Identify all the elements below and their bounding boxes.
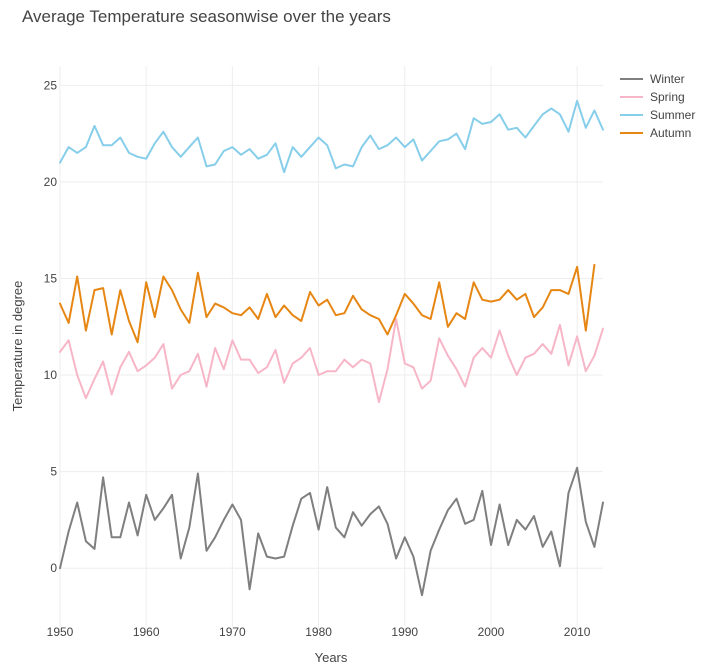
legend-label-spring: Spring bbox=[650, 90, 685, 104]
y-tick-label: 20 bbox=[44, 175, 58, 189]
x-tick-label: 1980 bbox=[305, 625, 332, 639]
grid bbox=[59, 66, 603, 630]
chart-title: Average Temperature seasonwise over the … bbox=[22, 7, 391, 26]
x-axis-ticks: 1950 1960 1970 1980 1990 2000 2010 bbox=[47, 625, 591, 639]
legend-label-summer: Summer bbox=[650, 108, 695, 122]
legend-label-winter: Winter bbox=[650, 72, 685, 86]
y-tick-label: 0 bbox=[50, 561, 57, 575]
y-axis-ticks: 0 5 10 15 20 25 bbox=[44, 78, 58, 575]
series-line-summer bbox=[59, 99, 604, 174]
series-line-winter bbox=[59, 466, 604, 597]
series-line-spring bbox=[59, 318, 604, 404]
x-tick-label: 1970 bbox=[219, 625, 246, 639]
x-axis-title: Years bbox=[315, 650, 348, 665]
y-tick-label: 25 bbox=[44, 78, 58, 92]
series-line-autumn bbox=[59, 263, 596, 344]
x-tick-label: 2000 bbox=[478, 625, 505, 639]
series-lines bbox=[59, 99, 604, 597]
y-tick-label: 5 bbox=[50, 465, 57, 479]
y-axis-title: Temperature in degree bbox=[10, 281, 25, 412]
y-tick-label: 10 bbox=[44, 368, 58, 382]
x-tick-label: 1990 bbox=[391, 625, 418, 639]
legend-label-autumn: Autumn bbox=[650, 126, 691, 140]
x-tick-label: 2010 bbox=[564, 625, 591, 639]
x-tick-label: 1950 bbox=[47, 625, 74, 639]
y-tick-label: 15 bbox=[44, 271, 58, 285]
legend: Winter Spring Summer Autumn bbox=[620, 72, 695, 140]
x-tick-label: 1960 bbox=[133, 625, 160, 639]
